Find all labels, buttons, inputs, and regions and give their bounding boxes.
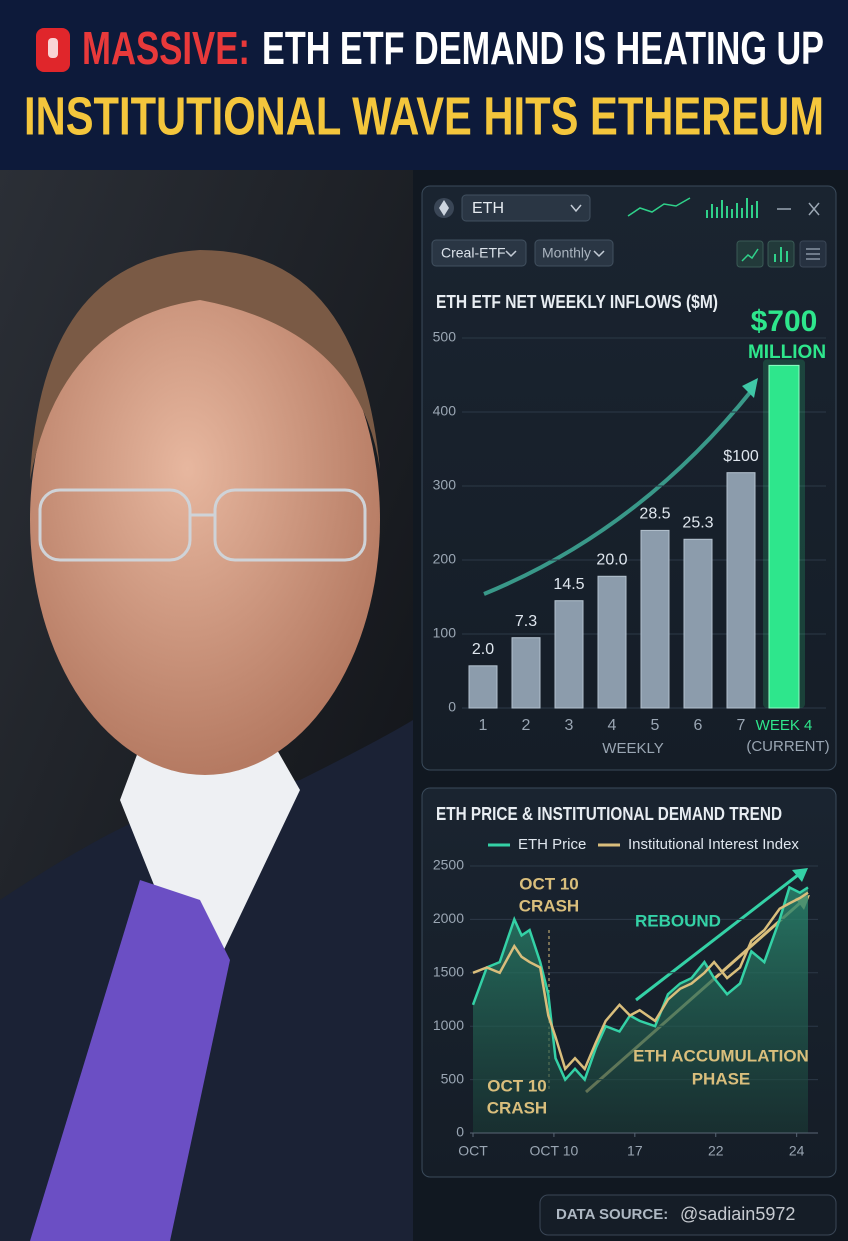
x-tick-label: WEEK 4 [756, 717, 813, 734]
period-label: Monthly [542, 245, 591, 261]
glasses-left [38, 488, 192, 562]
bar [597, 575, 627, 709]
x-tick-label: OCT 10 [530, 1143, 579, 1159]
legend-label: ETH Price [518, 836, 586, 853]
tie [30, 880, 230, 1241]
y-tick-label: 2000 [433, 910, 464, 926]
bar-annotation: 25.3 [682, 514, 713, 531]
bar [768, 364, 800, 709]
chart-annotation: OCT 10 [519, 874, 579, 893]
bar [726, 472, 756, 709]
y-tick-label: 200 [433, 551, 457, 567]
bar-annotation: $100 [723, 448, 759, 465]
y-tick-label: 0 [448, 699, 456, 715]
headline: ETH ETF DEMAND IS HEATING UP [262, 22, 824, 74]
x-tick-label: 1 [479, 717, 488, 734]
x-tick-label: 5 [651, 717, 660, 734]
chevron [570, 204, 582, 213]
head [30, 265, 380, 775]
rebound-arrow [635, 873, 799, 1002]
y-tick-label: 2500 [433, 857, 464, 873]
highlight-label: $700 [751, 305, 818, 338]
siren-light [48, 38, 58, 58]
bar-icon [774, 247, 788, 262]
bar [468, 665, 498, 709]
shirt [120, 720, 300, 1000]
ticker-dropdown[interactable] [461, 194, 591, 222]
highlight-note: MILLION [748, 342, 826, 363]
chart-annotation: PHASE [692, 1069, 751, 1088]
x-tick-label: OCT [458, 1143, 488, 1159]
alert-text: MASSIVE: [82, 22, 250, 74]
chart-annotation: CRASH [487, 1098, 547, 1117]
x-tick-label: 24 [789, 1143, 805, 1159]
y-tick-label: 400 [433, 403, 457, 419]
y-tick-label: 1500 [433, 964, 464, 980]
x-tick-label: 2 [522, 717, 531, 734]
bar-annotation: 2.0 [472, 641, 494, 658]
footer-box [539, 1194, 837, 1236]
chart-annotation: REBOUND [635, 911, 721, 930]
chart-title: ETH ETF NET WEEKLY INFLOWS ($M) [436, 292, 718, 312]
bar [683, 538, 713, 709]
current-note: (CURRENT) [746, 738, 829, 755]
line-icon [741, 248, 759, 262]
sparkline [627, 197, 691, 217]
period-dropdown[interactable] [534, 239, 614, 267]
data-source: DATA SOURCE: [556, 1206, 668, 1223]
line-view-button[interactable] [736, 240, 764, 268]
spark-bars [706, 198, 758, 218]
ticker-label: ETH [472, 200, 504, 217]
fund-dropdown[interactable] [431, 239, 527, 267]
glasses-right [213, 488, 367, 562]
x-tick-label: 6 [694, 717, 703, 734]
chart-annotation: ETH ACCUMULATION [633, 1046, 809, 1065]
bar [640, 529, 670, 709]
series-line [472, 891, 809, 1072]
arrow-head [792, 868, 808, 882]
x-axis-label: WEEKLY [602, 740, 663, 757]
hair [30, 250, 380, 480]
chevron [505, 250, 517, 258]
chart-annotation: OCT 10 [487, 1076, 547, 1095]
x-tick-label: 7 [737, 717, 746, 734]
trend-arrow [483, 388, 754, 596]
bar [511, 637, 541, 709]
fund-label: Creal-ETF [441, 245, 506, 261]
eth-logo [439, 200, 449, 216]
y-tick-label: 500 [441, 1070, 465, 1086]
arrow-head [742, 378, 758, 398]
price-area [473, 887, 808, 1133]
subheadline: INSTITUTIONAL WAVE HITS ETHEREUM [24, 86, 824, 146]
y-tick-label: 100 [433, 625, 457, 641]
x-tick-label: 17 [627, 1143, 643, 1159]
x-tick-label: 22 [708, 1143, 724, 1159]
x-tick-label: 3 [565, 717, 574, 734]
bar-annotation: 14.5 [553, 576, 584, 593]
legend-label: Institutional Interest Index [628, 836, 799, 853]
bar-annotation: 20.0 [596, 551, 627, 568]
y-tick-label: 300 [433, 477, 457, 493]
bar-annotation: 7.3 [515, 613, 537, 630]
bar-annotation: 28.5 [639, 506, 670, 523]
y-tick-label: 1000 [433, 1017, 464, 1033]
chevron [593, 250, 605, 258]
x-tick-label: 4 [608, 717, 617, 734]
header-bg [0, 0, 848, 170]
y-tick-label: 500 [433, 329, 457, 345]
list-icon [806, 248, 820, 260]
chart-annotation: CRASH [519, 896, 579, 915]
bar [554, 600, 584, 709]
y-tick-label: 0 [456, 1124, 464, 1140]
close-button[interactable] [808, 202, 820, 216]
watermark: @sadiain5972 [680, 1204, 795, 1224]
chart-title: ETH PRICE & INSTITUTIONAL DEMAND TREND [436, 804, 782, 824]
